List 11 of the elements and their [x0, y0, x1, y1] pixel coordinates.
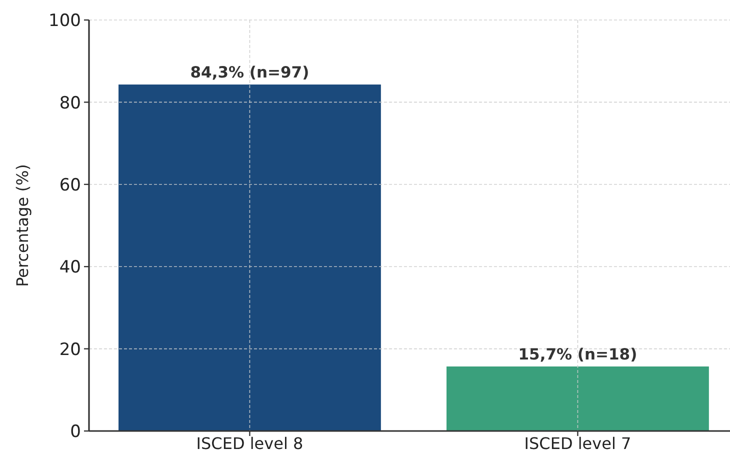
y-tick-label: 80 [59, 93, 81, 114]
y-tick-label: 100 [48, 11, 81, 32]
data-label: 84,3% (n=97) [190, 64, 310, 82]
x-tick-label: ISCED level 7 [524, 434, 632, 453]
y-tick-label: 20 [59, 340, 81, 360]
x-tick-label: ISCED level 8 [196, 434, 304, 453]
y-tick-label: 0 [70, 422, 81, 442]
y-tick-label: 60 [59, 176, 81, 196]
y-axis-title: Percentage (%) [13, 164, 32, 287]
data-label: 15,7% (n=18) [518, 345, 638, 364]
y-tick-label: 40 [59, 258, 81, 278]
